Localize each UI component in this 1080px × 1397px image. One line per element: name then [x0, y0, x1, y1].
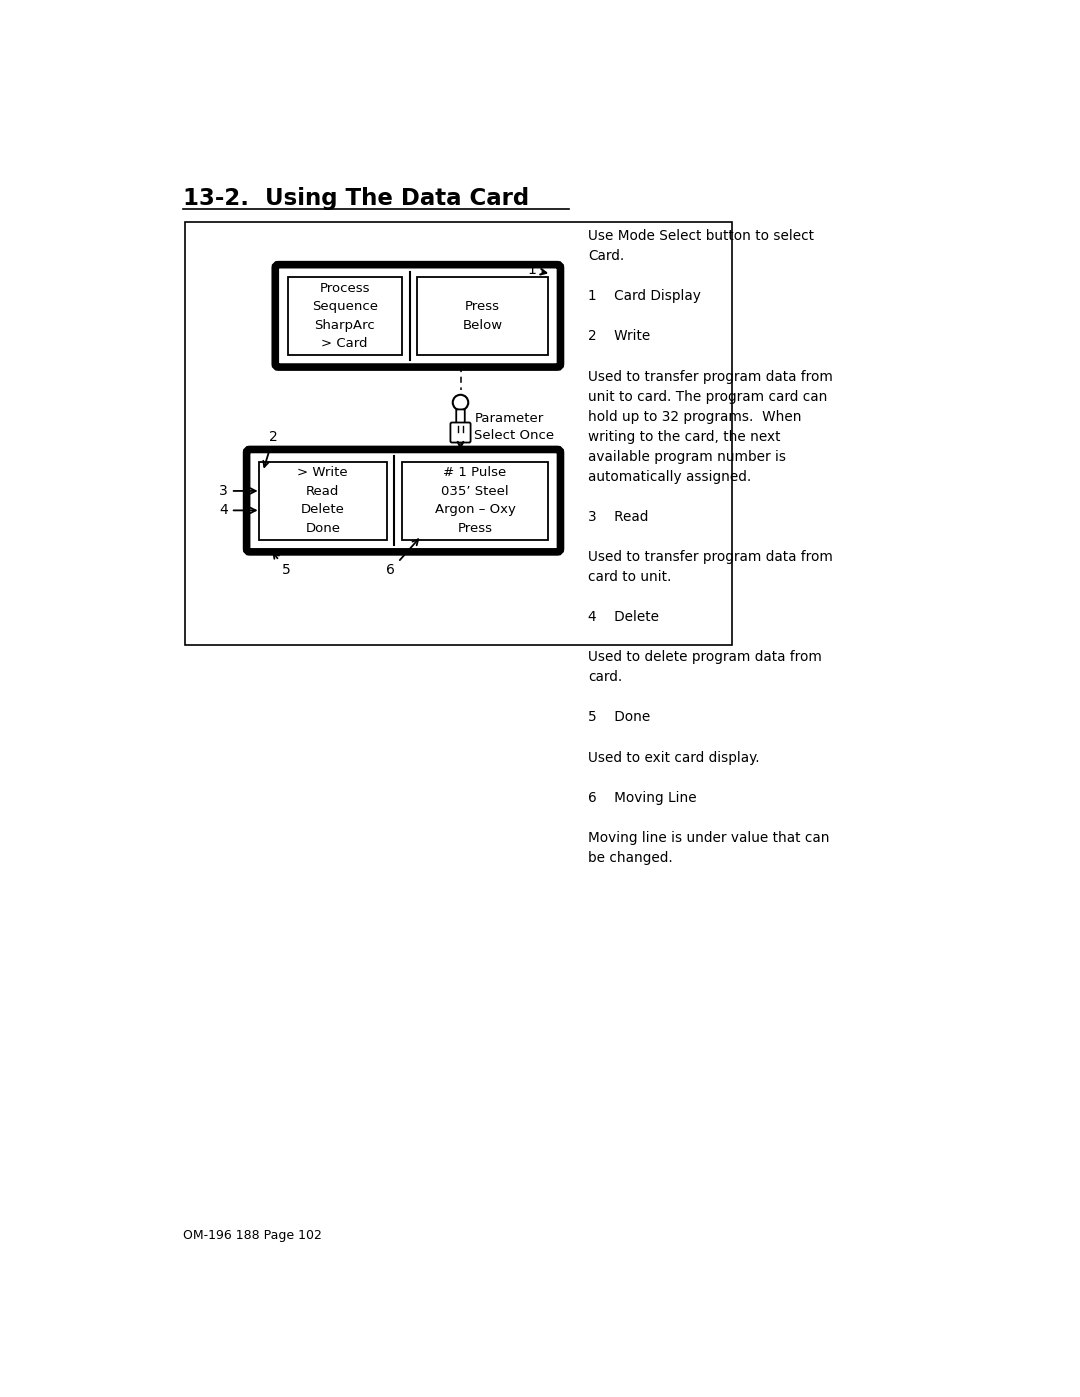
Text: OM-196 188 Page 102: OM-196 188 Page 102 [183, 1229, 322, 1242]
FancyBboxPatch shape [402, 462, 548, 539]
Text: 13-2.  Using The Data Card: 13-2. Using The Data Card [183, 187, 529, 210]
Text: Use Mode Select button to select
Card.

1    Card Display

2    Write

Used to t: Use Mode Select button to select Card. 1… [589, 229, 834, 865]
Circle shape [453, 395, 469, 411]
FancyBboxPatch shape [287, 277, 402, 355]
Text: 2: 2 [264, 430, 278, 467]
Text: Press
Below: Press Below [462, 300, 502, 331]
FancyBboxPatch shape [246, 450, 561, 552]
FancyBboxPatch shape [275, 264, 561, 367]
FancyBboxPatch shape [259, 462, 387, 539]
FancyBboxPatch shape [186, 222, 732, 645]
Text: 6: 6 [387, 539, 418, 577]
FancyBboxPatch shape [417, 277, 548, 355]
Text: 1: 1 [528, 263, 546, 277]
Text: > Write
Read
Delete
Done: > Write Read Delete Done [297, 467, 348, 535]
FancyBboxPatch shape [450, 422, 471, 443]
Text: Parameter
Select Once: Parameter Select Once [474, 412, 554, 443]
Text: 3: 3 [219, 483, 256, 497]
Text: 5: 5 [273, 553, 291, 577]
FancyBboxPatch shape [456, 409, 464, 425]
Text: # 1 Pulse
035’ Steel
Argon – Oxy
Press: # 1 Pulse 035’ Steel Argon – Oxy Press [434, 467, 515, 535]
Text: Process
Sequence
SharpArc
> Card: Process Sequence SharpArc > Card [312, 282, 378, 351]
Text: 4: 4 [219, 503, 256, 517]
